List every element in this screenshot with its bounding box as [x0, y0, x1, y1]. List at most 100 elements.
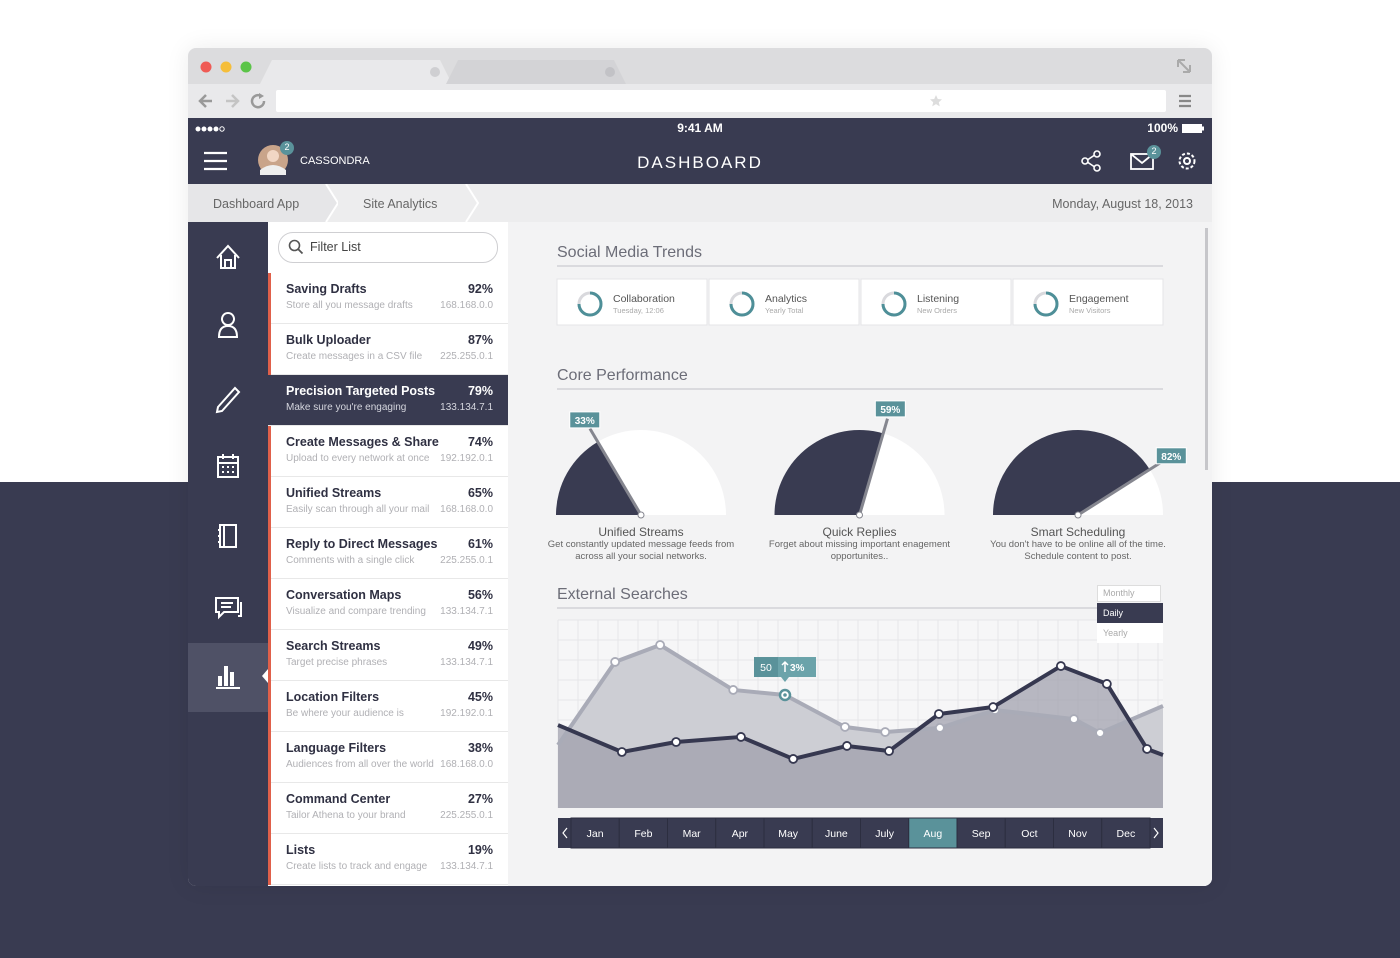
list-item[interactable]: Conversation Maps 56% Visualize and compar…: [268, 579, 508, 630]
filter-input[interactable]: [278, 232, 498, 263]
list-item[interactable]: Precision Targeted Posts 79% Make sure you…: [268, 375, 514, 426]
avatar-badge: [280, 141, 294, 155]
dropdown[interactable]: [1097, 585, 1161, 602]
month-cell[interactable]: [1101, 817, 1151, 849]
filter-placeholder: Filter List: [310, 240, 361, 254]
breadcrumb-step[interactable]: [338, 184, 478, 222]
gauge-label: 59%: [880, 405, 900, 416]
gauge-value: [556, 441, 641, 515]
dropdown-current[interactable]: Monthly: [1103, 588, 1135, 598]
list-item[interactable]: Saving Drafts 92% Store all you message dr…: [268, 273, 508, 324]
calendar-icon[interactable]: [217, 454, 239, 478]
point: [880, 727, 891, 737]
breadcrumb-step[interactable]: [188, 184, 338, 222]
list-item[interactable]: Lists 19% Create lists to track and engage…: [268, 834, 508, 885]
tab[interactable]: [260, 60, 452, 84]
back-button[interactable]: [198, 94, 212, 108]
breadcrumb[interactable]: Dashboard App: [213, 197, 300, 211]
item-title: Conversation Maps: [286, 588, 402, 602]
month-cell[interactable]: [667, 817, 717, 849]
gauge-needle: [1077, 459, 1164, 517]
point: [788, 754, 799, 764]
card-title: Analytics: [765, 293, 808, 305]
month-cell[interactable]: [956, 817, 1006, 849]
status-time: 9:41 AM: [677, 121, 723, 135]
item-percent: 56%: [467, 588, 493, 602]
month-cell[interactable]: [908, 817, 958, 849]
item-title: Language Filters: [286, 741, 387, 755]
analytics-icon[interactable]: [216, 666, 240, 689]
month-prev[interactable]: [562, 827, 568, 839]
area: [558, 666, 1163, 808]
forward-button[interactable]: [226, 94, 240, 108]
breadcrumb[interactable]: Site Analytics: [363, 197, 438, 211]
list-item[interactable]: Unified Streams 65% Easily scan through al…: [268, 477, 508, 528]
menu-icon[interactable]: [204, 151, 227, 171]
item-subtitle: Audiences from all over the world: [286, 759, 434, 770]
tab-close[interactable]: [430, 67, 440, 77]
item-accent: [268, 324, 271, 375]
user-name[interactable]: CASSONDRA: [300, 155, 370, 167]
avatar-badge-count: 2: [284, 142, 290, 152]
item-ip: 168.168.0.0: [440, 300, 493, 311]
dropdown-option[interactable]: [1097, 603, 1163, 623]
reload-button[interactable]: [250, 94, 266, 109]
list-item[interactable]: Command Center 27% Tailor Athena to your b…: [268, 783, 508, 834]
list-item[interactable]: Location Filters 45% Be where your audienc…: [268, 681, 508, 732]
home-icon[interactable]: [216, 244, 240, 269]
settings-icon[interactable]: [1178, 152, 1196, 170]
item-ip: 225.255.0.1: [440, 555, 493, 566]
dropdown-option-label[interactable]: Daily: [1103, 608, 1124, 618]
month-cell[interactable]: [811, 817, 861, 849]
point: [610, 657, 621, 667]
month-cell[interactable]: [763, 817, 813, 849]
ring-arc: [881, 291, 907, 317]
bookmark-star[interactable]: [930, 95, 942, 107]
tab[interactable]: [446, 60, 626, 84]
sidebar-bg: [188, 222, 268, 886]
content: 33% 59% 82% 50 3% Jan Feb Mar Apr May June July Aug S…: [508, 222, 1212, 886]
point: [1069, 714, 1079, 724]
browser-menu[interactable]: [1179, 94, 1191, 108]
messages-icon[interactable]: [215, 597, 242, 620]
compose-icon[interactable]: [215, 386, 241, 414]
list-item[interactable]: Create Messages & Share 74% Upload to ever…: [268, 426, 508, 477]
minimize-button[interactable]: [220, 61, 232, 73]
point: [934, 723, 945, 733]
point: [934, 709, 944, 719]
profile-icon[interactable]: [217, 312, 239, 338]
maximize-button[interactable]: [240, 61, 252, 73]
notebook-icon[interactable]: [218, 524, 237, 548]
share-icon[interactable]: [1081, 150, 1101, 172]
list-item[interactable]: Language Filters 38% Audiences from all ov…: [268, 732, 508, 783]
list-item[interactable]: Bulk Uploader 87% Create messages in a CSV…: [268, 324, 508, 375]
point: [1095, 728, 1105, 738]
month-label: Sep: [972, 828, 991, 840]
month-cell[interactable]: [618, 817, 668, 849]
month-cell[interactable]: [860, 817, 910, 849]
list-item[interactable]: Reply to Direct Messages 61% Comments with…: [268, 528, 508, 579]
content-graphics: 33% 59% 82% 50 3% Jan Feb Mar Apr May June July Aug S…: [556, 228, 1208, 849]
dropdown-option-label[interactable]: Yearly: [1103, 628, 1128, 638]
point: [988, 702, 999, 712]
month-cell[interactable]: [1004, 817, 1054, 849]
close-button[interactable]: [200, 61, 212, 73]
ring-arc: [729, 291, 755, 317]
item-percent: 49%: [467, 639, 493, 653]
month-next[interactable]: [1153, 827, 1159, 839]
month-label: Mar: [683, 828, 702, 840]
address-bar[interactable]: [276, 90, 1166, 112]
list-item[interactable]: Search Streams 49% Target precise phrases 1…: [268, 630, 508, 681]
month-cell[interactable]: [715, 817, 765, 849]
gauge-hub: [856, 511, 863, 519]
dropdown-option[interactable]: [1097, 623, 1163, 643]
browser-window: 9:41 AM 100% 2 CASSONDRA DASHBOARD 2 Das…: [188, 48, 1212, 886]
point: [842, 741, 852, 751]
item-title: Bulk Uploader: [286, 333, 371, 347]
month-label: Nov: [1068, 828, 1087, 840]
fullscreen-icon[interactable]: [1177, 59, 1191, 73]
tab-close[interactable]: [605, 67, 615, 77]
item-subtitle: Visualize and compare trending: [286, 606, 426, 617]
month-cell[interactable]: [1053, 817, 1103, 849]
